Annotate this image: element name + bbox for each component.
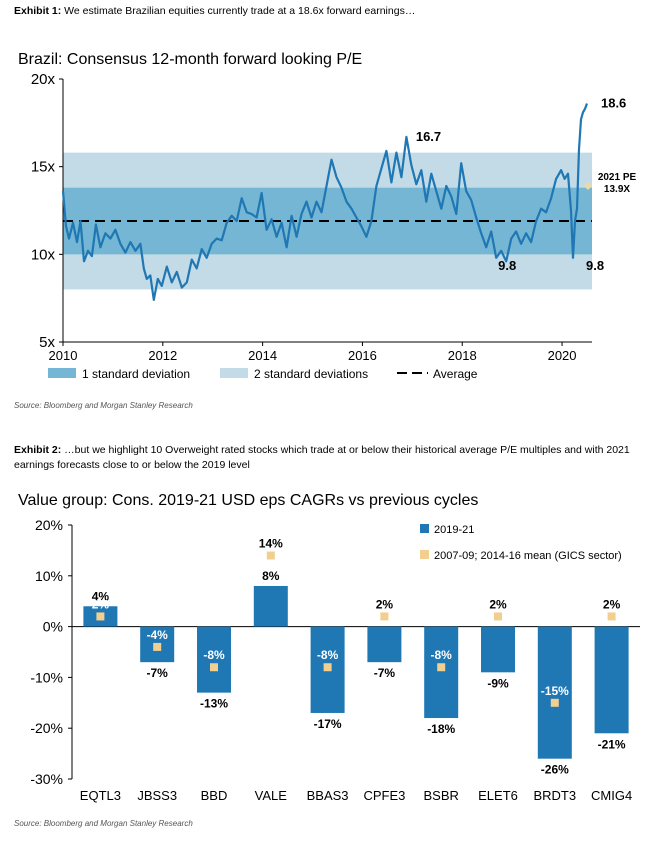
annotation-label: 9.8 [498, 258, 516, 273]
category-label: CPFE3 [363, 788, 405, 803]
marker-historic-mean [494, 612, 502, 621]
legend-label-average: Average [433, 367, 478, 381]
marker-historic-mean [266, 551, 275, 560]
category-label: BSBR [423, 788, 458, 803]
y-tick-label: 10x [31, 246, 56, 263]
marker-value-label: 2% [92, 597, 110, 611]
exhibit-2-caption: Exhibit 2: …but we highlight 10 Overweig… [14, 443, 664, 473]
legend-label-2019-21: 2019-21 [434, 524, 474, 536]
category-label: JBSS3 [137, 788, 177, 803]
legend-label-historic: 2007-09; 2014-16 mean (GICS sector) [434, 550, 622, 562]
legend-swatch-one-sd [48, 368, 76, 378]
bar-2019-21 [253, 585, 288, 627]
bar-2019-21 [481, 626, 515, 673]
y-tick-label: -30% [30, 771, 63, 787]
marker-historic-mean [96, 612, 105, 621]
bar-2019-21 [594, 626, 629, 734]
bar-value-label: -18% [427, 722, 455, 736]
y-tick-label: 20% [35, 517, 63, 533]
category-label: VALE [255, 788, 288, 803]
pe-2021-label: 2021 PE [598, 172, 637, 183]
x-tick-label: 2010 [49, 348, 78, 363]
annotation-label: 18.6 [601, 96, 626, 111]
x-tick-label: 2014 [248, 348, 277, 363]
marker-value-label: -4% [147, 628, 169, 642]
eps-cagr-bar-chart: Value group: Cons. 2019-21 USD eps CAGRs… [18, 492, 640, 803]
bar-2019-21 [424, 626, 459, 719]
marker-value-label: 2% [603, 597, 621, 611]
marker-value-label: 14% [259, 536, 283, 550]
marker-historic-mean [437, 663, 446, 672]
annotation-label: 9.8 [586, 258, 604, 273]
chart-1-title: Brazil: Consensus 12-month forward looki… [18, 51, 362, 68]
marker-historic-mean [153, 642, 162, 651]
bar-value-label: -7% [374, 666, 396, 680]
marker-historic-mean [380, 612, 389, 621]
bar-value-label: -17% [314, 717, 342, 731]
bar-value-label: -7% [147, 666, 169, 680]
legend-label-one-sd: 1 standard deviation [82, 367, 190, 381]
bar-2019-21 [367, 626, 402, 663]
bar-value-label: 4% [92, 589, 110, 603]
legend-swatch-two-sd [220, 368, 248, 378]
bar-value-label: -21% [598, 737, 626, 751]
bar-2019-21 [197, 626, 231, 693]
x-tick-label: 2012 [148, 348, 177, 363]
exhibit-1-label: Exhibit 1: [14, 5, 62, 17]
marker-historic-mean [607, 612, 616, 621]
category-label: ELET6 [478, 788, 518, 803]
marker-value-label: 2% [376, 597, 394, 611]
category-label: BBD [201, 788, 228, 803]
exhibit-2-label: Exhibit 2: [14, 444, 62, 456]
exhibit-1-source: Source: Bloomberg and Morgan Stanley Res… [14, 401, 193, 410]
bar-value-label: -9% [487, 676, 509, 690]
pe-2021-value: 13.9X [604, 184, 630, 195]
marker-value-label: 2% [489, 597, 507, 611]
marker-historic-mean [323, 663, 332, 672]
bar-value-label: 8% [262, 569, 280, 583]
y-tick-label: 15x [31, 159, 56, 176]
marker-value-label: -8% [317, 648, 339, 662]
bar-2019-21 [537, 626, 572, 759]
chart-2-title: Value group: Cons. 2019-21 USD eps CAGRs… [18, 492, 478, 509]
marker-value-label: -15% [541, 684, 569, 698]
x-tick-label: 2018 [448, 348, 477, 363]
x-tick-label: 2016 [348, 348, 377, 363]
y-tick-label: -20% [30, 720, 63, 736]
category-label: BBAS3 [307, 788, 349, 803]
pe-line-chart: Brazil: Consensus 12-month forward looki… [18, 51, 637, 381]
y-tick-label: -10% [30, 669, 63, 685]
y-tick-label: 10% [35, 568, 63, 584]
pe-series-line [61, 103, 589, 301]
marker-historic-mean [210, 663, 218, 672]
legend-swatch-historic [420, 550, 429, 559]
y-tick-label: 5x [39, 334, 55, 351]
legend-label-two-sd: 2 standard deviations [254, 367, 368, 381]
exhibit-2-source: Source: Bloomberg and Morgan Stanley Res… [14, 819, 193, 828]
marker-value-label: -8% [431, 648, 453, 662]
x-tick-label: 2020 [548, 348, 577, 363]
legend-swatch-2019-21 [420, 524, 429, 533]
pe-2021-marker [584, 181, 593, 190]
marker-historic-mean [550, 698, 559, 707]
bar-value-label: -13% [200, 697, 228, 711]
category-label: EQTL3 [80, 788, 121, 803]
annotation-label: 16.7 [416, 129, 441, 144]
exhibit-2-text: …but we highlight 10 Overweight rated st… [14, 444, 630, 471]
y-tick-label: 0% [43, 619, 63, 635]
bar-value-label: -26% [541, 763, 569, 777]
exhibit-1-caption: Exhibit 1: We estimate Brazilian equitie… [14, 4, 415, 19]
category-label: BRDT3 [533, 788, 576, 803]
exhibit-1-text: We estimate Brazilian equities currently… [61, 5, 416, 17]
category-label: CMIG4 [591, 788, 632, 803]
marker-value-label: -8% [203, 648, 225, 662]
y-tick-label: 20x [31, 71, 56, 88]
